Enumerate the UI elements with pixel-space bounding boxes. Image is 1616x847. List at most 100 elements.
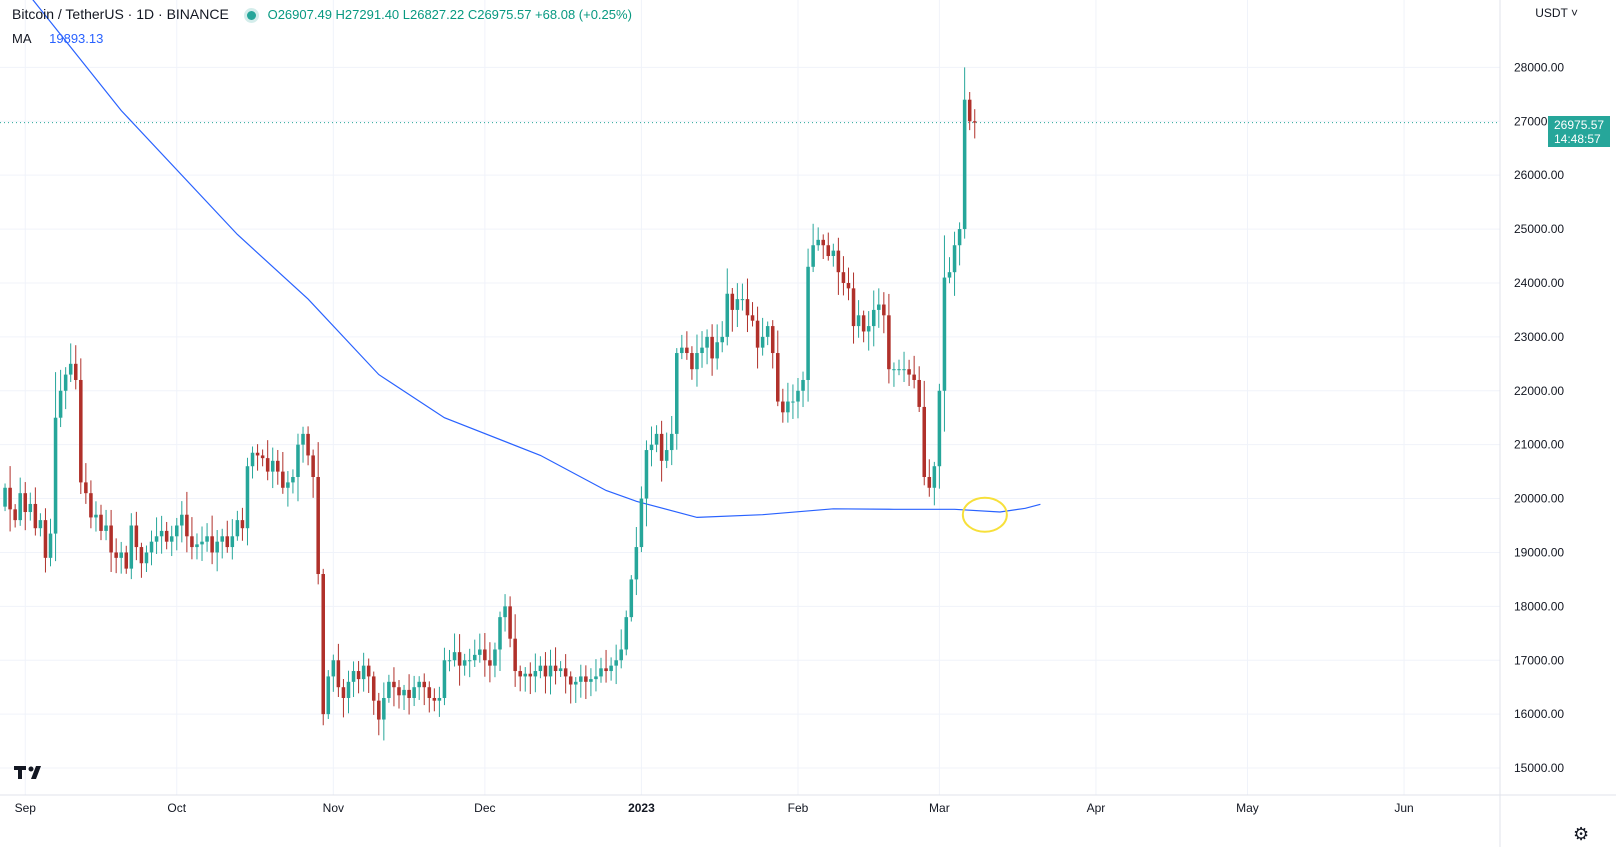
candle-body xyxy=(33,503,38,529)
candle xyxy=(563,654,568,694)
candle-body xyxy=(154,536,159,542)
candle-body xyxy=(861,315,866,332)
candle-body xyxy=(947,272,952,278)
candle xyxy=(306,426,310,466)
candle xyxy=(902,351,906,383)
candle-body xyxy=(43,520,48,558)
candle xyxy=(765,321,770,346)
candle xyxy=(513,614,517,687)
candle-body xyxy=(38,520,43,529)
candle xyxy=(382,682,386,741)
candle xyxy=(725,268,730,346)
candle-body xyxy=(164,530,169,542)
candle-body xyxy=(942,277,947,391)
y-tick-label: 22000.00 xyxy=(1514,384,1564,398)
candle-body xyxy=(897,369,901,371)
candle xyxy=(568,671,573,704)
candle-body xyxy=(467,660,472,662)
candle xyxy=(144,545,149,573)
candle xyxy=(220,528,224,559)
candle-body xyxy=(669,433,674,451)
market-status-icon xyxy=(246,10,256,20)
candle-body xyxy=(149,541,154,553)
candle xyxy=(407,674,411,715)
candle-body xyxy=(745,299,750,316)
x-tick-label: Nov xyxy=(323,801,344,815)
last-price-value: 26975.57 xyxy=(1554,118,1605,132)
candle xyxy=(942,235,947,432)
ma-legend[interactable]: MA 19893.13 xyxy=(12,31,103,46)
candle xyxy=(164,521,169,550)
candle-body xyxy=(902,369,906,371)
candle-body xyxy=(664,450,669,461)
tradingview-logo-icon[interactable] xyxy=(14,764,48,780)
candle-body xyxy=(508,606,512,639)
candle xyxy=(730,287,735,332)
candle-body xyxy=(114,552,118,558)
symbol-title[interactable]: Bitcoin / TetherUS · 1D · BINANCE xyxy=(12,6,229,22)
candle-body xyxy=(720,336,724,343)
candle xyxy=(8,466,12,532)
candle-body xyxy=(180,514,184,526)
candle-body xyxy=(245,466,250,529)
candle-body xyxy=(740,299,745,301)
candle-body xyxy=(629,579,634,618)
candle-body xyxy=(836,250,841,273)
candle-body xyxy=(139,547,144,564)
candle xyxy=(755,306,760,369)
candle-body xyxy=(306,433,310,456)
y-tick-label: 18000.00 xyxy=(1514,599,1564,613)
candle xyxy=(675,348,679,450)
candle-body xyxy=(18,493,22,521)
candle-body xyxy=(594,676,598,680)
candle-body xyxy=(654,433,659,445)
candle-body xyxy=(680,347,684,354)
candle-body xyxy=(710,336,714,359)
candle xyxy=(927,459,932,497)
x-tick-label: Jun xyxy=(1394,801,1413,815)
candle-body xyxy=(316,477,320,575)
candle xyxy=(786,382,790,423)
candle xyxy=(836,237,841,295)
candle xyxy=(301,426,305,463)
candle-body xyxy=(659,433,664,461)
candle xyxy=(427,681,432,713)
candle-body xyxy=(730,293,735,310)
candle xyxy=(377,692,381,736)
candle xyxy=(558,661,563,677)
candle-body xyxy=(851,288,856,327)
candle xyxy=(387,674,391,703)
candle xyxy=(866,311,871,351)
candle-body xyxy=(255,452,260,456)
candle xyxy=(149,530,154,566)
candle-body xyxy=(543,665,548,677)
candle xyxy=(533,653,538,693)
candle xyxy=(483,633,487,677)
candle-body xyxy=(286,482,290,488)
candle-body xyxy=(321,574,325,715)
x-tick-label: Apr xyxy=(1087,801,1106,815)
candle xyxy=(897,359,901,376)
currency-dropdown[interactable]: USDT ˅ xyxy=(1535,6,1578,20)
candle-body xyxy=(185,514,189,537)
highlight-circle xyxy=(961,496,1008,533)
gear-icon[interactable]: ⚙ xyxy=(1573,824,1590,844)
candle xyxy=(331,654,336,692)
candle xyxy=(361,652,366,692)
candle-body xyxy=(765,326,770,337)
candle-body xyxy=(341,687,346,698)
candle xyxy=(43,508,48,573)
y-tick-label: 25000.00 xyxy=(1514,222,1564,236)
candle-body xyxy=(28,503,33,513)
candle xyxy=(604,649,608,683)
candle-body xyxy=(700,347,704,354)
candle xyxy=(720,321,724,353)
candle-body xyxy=(796,390,800,402)
candle-body xyxy=(770,326,775,354)
moving-average-layer xyxy=(32,0,1041,519)
candle xyxy=(750,302,755,327)
candle xyxy=(685,331,689,360)
